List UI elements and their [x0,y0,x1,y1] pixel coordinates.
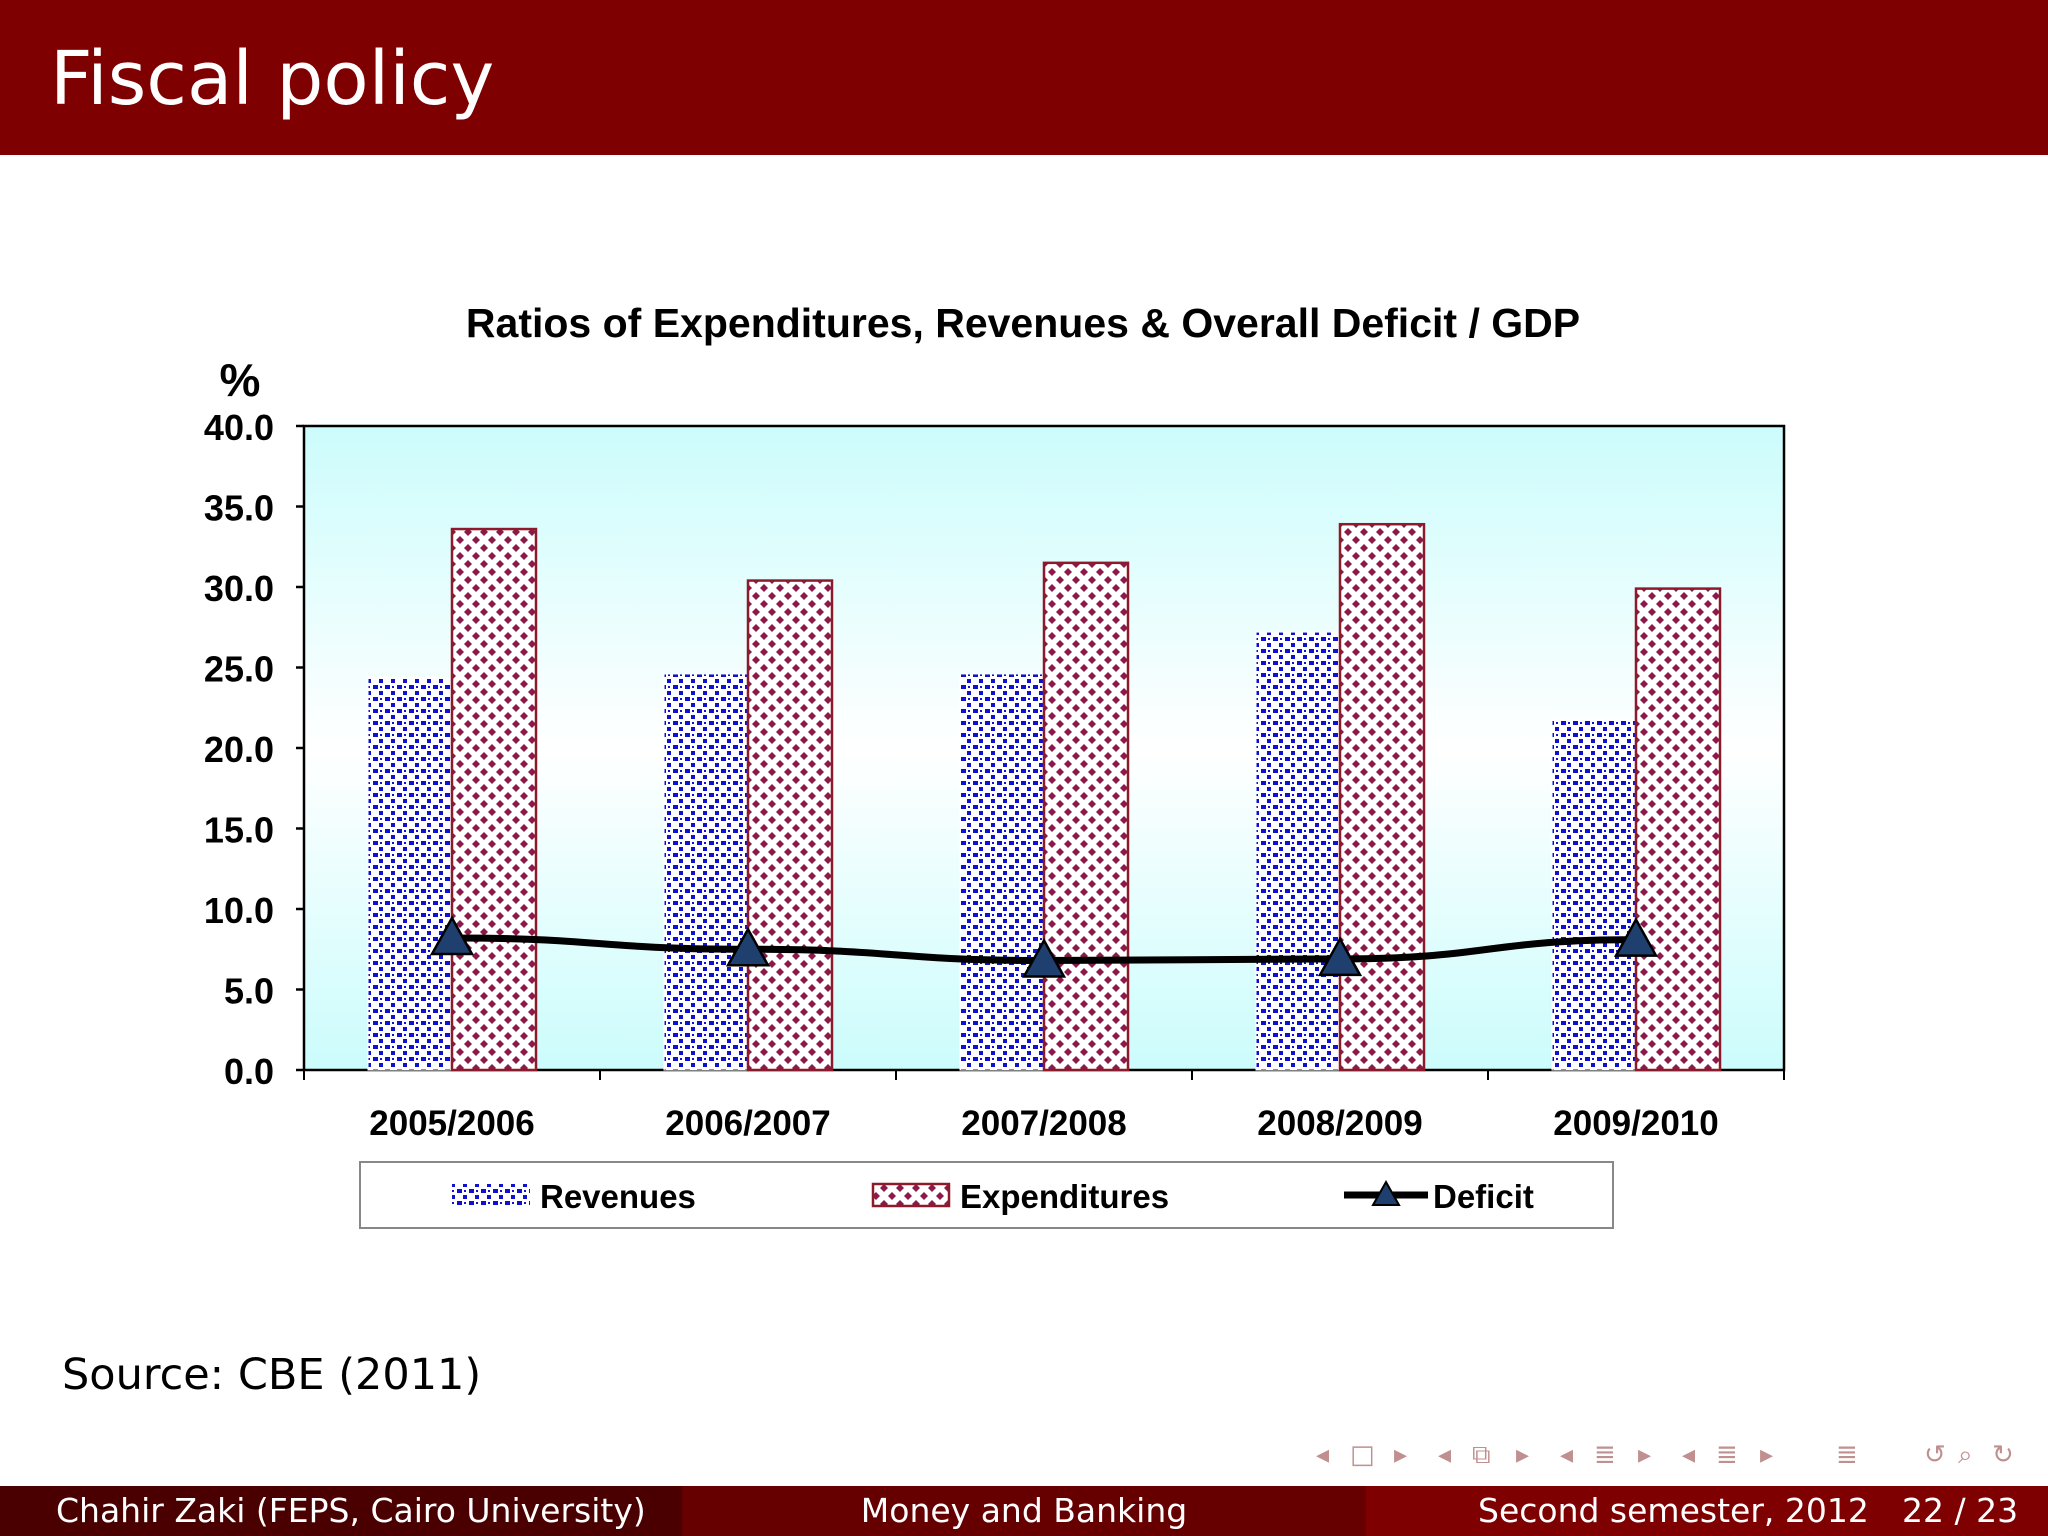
x-tick-label: 2007/2008 [961,1104,1126,1143]
nav-toc-icon[interactable]: ≣ [1836,1440,1858,1470]
nav-search-icon[interactable]: ⌕ [1958,1440,1973,1470]
nav-section-icon[interactable]: ≣ [1716,1440,1738,1470]
legend: Revenues Expenditures Deficit [452,1178,1534,1215]
bar-expenditures [1042,561,1130,1072]
deficit-marker [1613,917,1659,957]
nav-frame-prev-icon[interactable]: ◂ [1316,1440,1330,1470]
y-tick-label: 40.0 [204,407,274,448]
nav-slide-prev-icon[interactable]: ◂ [1438,1440,1452,1470]
bar-expenditures [1338,522,1426,1072]
bar-revenues [1255,631,1341,1071]
footer-page: 22 / 23 [1902,1491,2019,1530]
legend-label-revenues: Revenues [540,1178,696,1215]
y-tick-label: 10.0 [204,890,274,931]
x-tick-label: 2009/2010 [1553,1104,1718,1143]
nav-subsection-icon[interactable]: ≣ [1594,1440,1616,1470]
legend-label-expenditures: Expenditures [960,1178,1169,1215]
nav-frame-icon[interactable]: □ [1350,1440,1375,1470]
nav-subsection-next-icon[interactable]: ▸ [1638,1440,1652,1470]
beamer-navigation: ◂ □ ▸ ◂ ⧉ ▸ ◂ ≣ ▸ ◂ ≣ ▸ ≣ ↺ ⌕ ↻ [1312,1440,2032,1474]
bars [367,522,1722,1072]
deficit-marker [429,915,475,956]
deficit-marker [1317,936,1363,977]
nav-slide-next-icon[interactable]: ▸ [1516,1440,1530,1470]
footer-author: Chahir Zaki (FEPS, Cairo University) [0,1486,682,1536]
footer-date: Second semester, 2012 [1478,1491,1869,1530]
footer-right: Second semester, 2012 22 / 23 [1366,1486,2048,1536]
nav-back-icon[interactable]: ↺ [1924,1440,1946,1470]
y-axis: 0.0 5.0 10.0 15.0 20.0 25.0 30.0 35.0 40.0 [204,407,304,1092]
y-tick-label: 0.0 [224,1051,274,1092]
bar-revenues [367,676,453,1071]
y-tick-label: 5.0 [224,971,274,1012]
slide-title: Fiscal policy [50,36,495,122]
y-tick-label: 20.0 [204,729,274,770]
bar-expenditures [1634,587,1722,1072]
legend-swatch-revenues [452,1184,530,1206]
bar-expenditures [450,527,538,1072]
y-tick-label: 25.0 [204,649,274,690]
legend-swatch-expenditures [871,1182,951,1208]
x-tick-label: 2008/2009 [1257,1104,1422,1143]
bar-expenditures [746,579,834,1072]
chart-title: Ratios of Expenditures, Revenues & Overa… [466,300,1580,346]
source-note: Source: CBE (2011) [62,1350,482,1400]
nav-section-next-icon[interactable]: ▸ [1760,1440,1774,1470]
deficit-marker [725,926,771,967]
y-tick-label: 35.0 [204,488,274,529]
y-tick-label: 30.0 [204,568,274,609]
nav-subsection-prev-icon[interactable]: ◂ [1560,1440,1574,1470]
nav-frame-next-icon[interactable]: ▸ [1394,1440,1408,1470]
footer-course: Money and Banking [682,1486,1366,1536]
bar-revenues [1551,718,1637,1071]
nav-section-prev-icon[interactable]: ◂ [1682,1440,1696,1470]
legend-swatch-deficit-marker [1371,1179,1401,1206]
nav-forward-icon[interactable]: ↻ [1992,1440,2014,1470]
x-axis: 2005/2006 2006/2007 2007/2008 2008/2009 2009… [303,1070,1785,1143]
slide-header [0,0,2048,155]
y-tick-label: 15.0 [204,810,274,851]
deficit-marker [1021,937,1067,978]
nav-slide-icon[interactable]: ⧉ [1472,1440,1491,1470]
x-tick-label: 2005/2006 [369,1104,534,1143]
bar-revenues [663,673,749,1071]
legend-label-deficit: Deficit [1433,1178,1534,1215]
deficit-line-group [429,915,1659,978]
bar-revenues [959,673,1045,1071]
chart: Ratios of Expenditures, Revenues & Overa… [204,300,1786,1229]
x-tick-label: 2006/2007 [665,1104,830,1143]
y-axis-label: % [220,354,261,406]
footer: Chahir Zaki (FEPS, Cairo University) Mon… [0,1486,2048,1536]
